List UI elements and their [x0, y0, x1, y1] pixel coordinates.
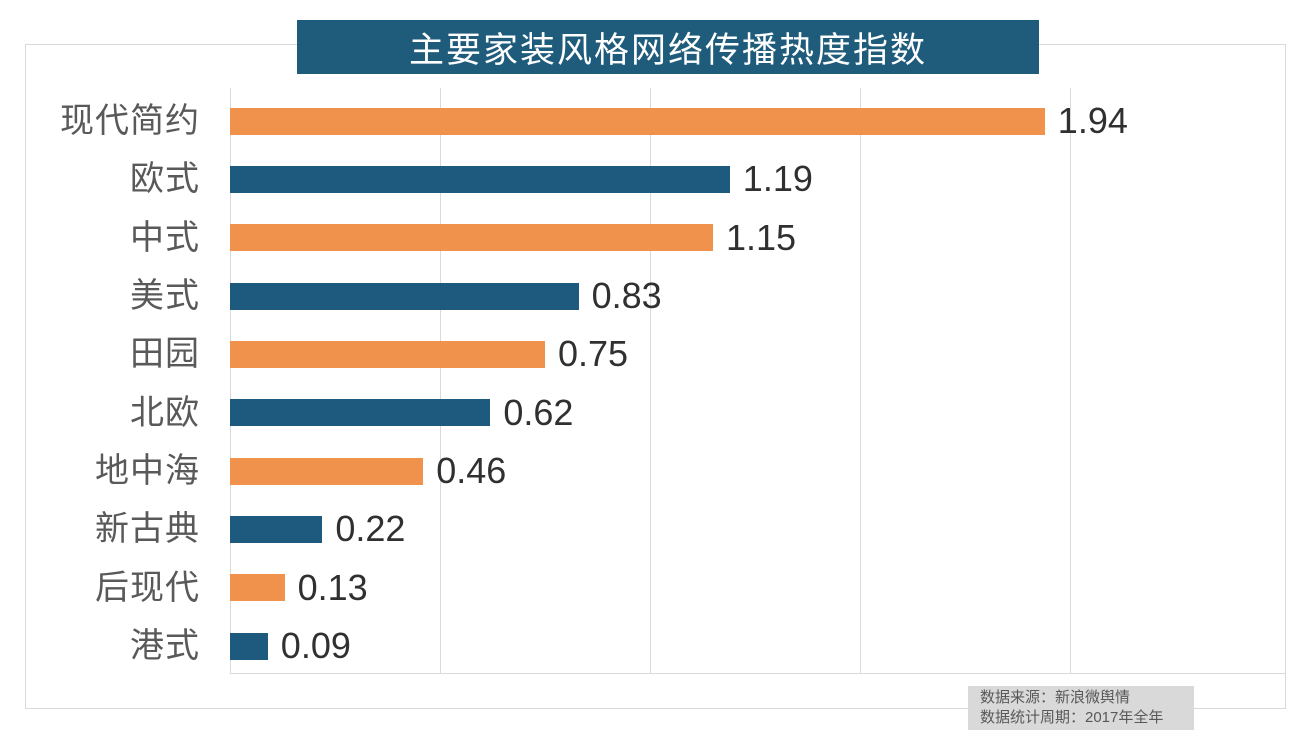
- category-label: 美式: [130, 277, 200, 316]
- data-source-note: 数据来源：新浪微舆情 数据统计周期：2017年全年: [968, 686, 1194, 730]
- value-label: 0.09: [280, 625, 351, 667]
- chart-title-banner: 主要家装风格网络传播热度指数: [297, 20, 1039, 74]
- bar: [230, 224, 713, 252]
- value-label: 0.75: [558, 333, 629, 375]
- category-label: 欧式: [130, 160, 200, 199]
- bar: [230, 107, 1045, 135]
- value-label: 0.46: [436, 450, 507, 492]
- category-label: 新古典: [95, 510, 200, 549]
- category-label: 中式: [130, 218, 200, 257]
- value-label: 0.62: [503, 391, 574, 433]
- category-label: 港式: [130, 627, 200, 666]
- grid-line-x-1.5: [860, 88, 861, 673]
- bar: [230, 574, 285, 602]
- value-label: 0.83: [591, 275, 662, 317]
- bar: [230, 165, 730, 193]
- bar: [230, 515, 323, 543]
- grid-line-x-0.5: [440, 88, 441, 673]
- x-axis-line: [230, 673, 1285, 674]
- bar: [230, 399, 491, 427]
- bar: [230, 340, 545, 368]
- category-label: 地中海: [95, 452, 200, 491]
- grid-line-x-0.0: [230, 88, 231, 673]
- value-label: 1.19: [742, 158, 813, 200]
- grid-line-x-2.0: [1070, 88, 1071, 673]
- category-label: 现代简约: [60, 102, 200, 140]
- bar: [230, 457, 424, 485]
- data-source-line: 数据来源：新浪微舆情: [980, 689, 1131, 706]
- data-period-line: 数据统计周期：2017年全年: [980, 709, 1164, 726]
- category-label: 田园: [130, 335, 200, 374]
- value-label: 0.22: [335, 508, 406, 550]
- bar: [230, 632, 268, 660]
- value-label: 1.94: [1057, 100, 1128, 141]
- category-label: 北欧: [130, 393, 200, 432]
- category-label: 后现代: [95, 568, 200, 607]
- bar: [230, 282, 579, 310]
- grid-line-x-1.0: [650, 88, 651, 673]
- chart-title: 主要家装风格网络传播热度指数: [408, 30, 927, 70]
- value-label: 0.13: [297, 566, 368, 608]
- chart-outer-border: [25, 44, 1286, 709]
- value-label: 1.15: [726, 216, 797, 258]
